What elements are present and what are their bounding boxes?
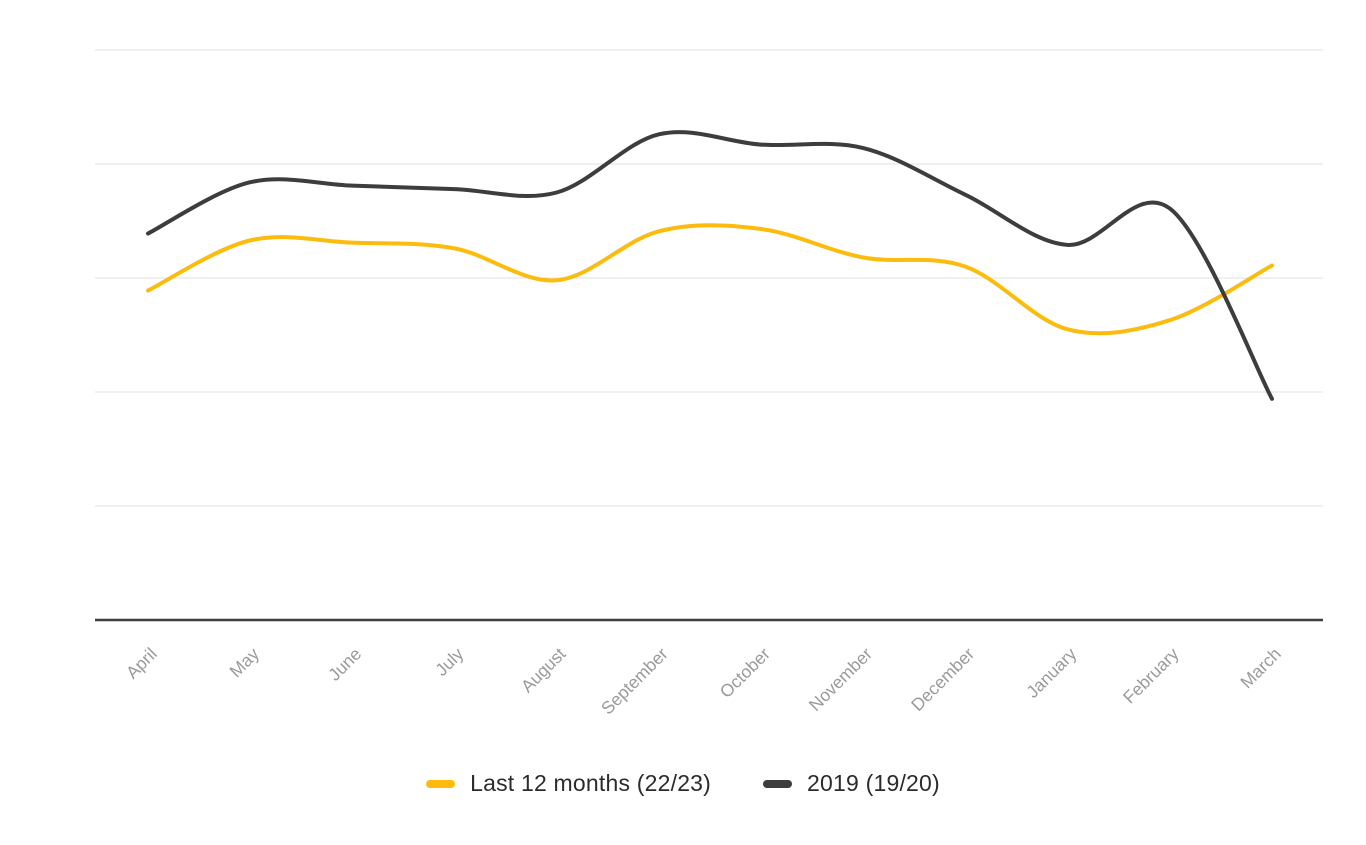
x-axis-label: September: [597, 644, 672, 719]
x-axis-label: April: [122, 644, 161, 683]
legend-item-last-12-months[interactable]: Last 12 months (22/23): [426, 770, 711, 797]
x-axis-label: January: [1022, 644, 1080, 702]
x-axis-label: February: [1119, 644, 1183, 708]
x-axis-label: July: [431, 644, 467, 680]
x-axis-label: October: [716, 644, 774, 702]
x-axis-label: March: [1236, 644, 1285, 693]
line-chart: April May June July August September October No…: [95, 49, 1323, 719]
legend-label-2019: 2019 (19/20): [807, 770, 940, 796]
legend-item-2019[interactable]: 2019 (19/20): [763, 770, 940, 797]
legend-label-last-12-months: Last 12 months (22/23): [470, 770, 712, 796]
legend-swatch-2019: [763, 779, 793, 788]
chart-legend: Last 12 months (22/23) 2019 (19/20): [0, 770, 1366, 797]
legend-swatch-last-12-months: [426, 779, 456, 788]
x-axis-label: May: [225, 644, 263, 682]
series-line-last-12-months-22-23[interactable]: [146, 223, 1274, 336]
x-axis-label: November: [805, 644, 876, 715]
x-axis-label: August: [517, 644, 570, 697]
x-axis-label: June: [324, 644, 365, 685]
x-axis-label: December: [907, 644, 978, 715]
series-line-2019-19-20[interactable]: [146, 130, 1274, 401]
